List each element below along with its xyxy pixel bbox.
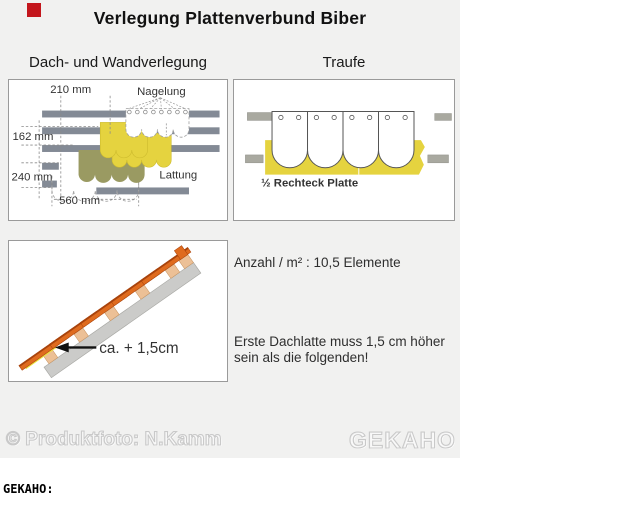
offset-arrow-icon <box>54 342 97 353</box>
diagram-canvas: Verlegung Plattenverbund Biber Dach- und… <box>0 0 460 458</box>
offset-label: ca. + 1,5cm <box>99 340 178 357</box>
quantity-note: Anzahl / m² : 10,5 Elemente <box>234 255 401 270</box>
brand-watermark: GEKAHO <box>348 426 456 453</box>
photo-credit-watermark: © Produktfoto: N.Kamm <box>5 428 222 450</box>
slope-diagram: ca. + 1,5cm <box>18 245 202 379</box>
first-batten-note-line1: Erste Dachlatte muss 1,5 cm höher <box>234 334 445 349</box>
white-tile <box>125 108 190 138</box>
roof-assembly <box>18 245 202 379</box>
nail-holes <box>127 109 188 115</box>
first-batten-note-line2: sein als die folgenden! <box>234 350 369 366</box>
nagelung-label: Nagelung <box>137 86 186 98</box>
half-plate-label: ½ Rechteck Platte <box>261 177 358 189</box>
image-caption: GEKAHO: Kunststoff Dachziegel fuer Garte… <box>3 459 436 510</box>
traufe-nail-holes <box>278 114 408 121</box>
dim-162-label: 162 mm <box>13 131 54 143</box>
section-heading-traufe: Traufe <box>322 54 366 71</box>
section-heading-roof-wall: Dach- und Wandverlegung <box>29 54 207 71</box>
nagelung-pointer-lines <box>128 97 186 109</box>
first-batten-note: Erste Dachlatte muss 1,5 cm höher sein a… <box>234 334 449 367</box>
slope-panel: ca. + 1,5cm <box>8 240 228 382</box>
traufe-panel: ½ Rechteck Platte <box>233 79 455 221</box>
dimension-lines <box>21 95 140 207</box>
dim-210-label: 210 mm <box>50 84 91 96</box>
caption-line-1: GEKAHO: <box>3 482 54 496</box>
dim-240-label: 240 mm <box>12 172 53 184</box>
page-title: Verlegung Plattenverbund Biber <box>93 8 367 28</box>
dim-560-label: 560 mm <box>59 195 100 207</box>
traufe-tiles <box>271 111 415 169</box>
roof-wall-diagram: 210 mm Nagelung 162 mm 240 mm 560 mm Lat… <box>12 84 220 207</box>
lattung-label: Lattung <box>159 170 197 182</box>
red-square-marker <box>27 3 41 17</box>
roof-wall-panel: 210 mm Nagelung 162 mm 240 mm 560 mm Lat… <box>8 79 228 221</box>
dashed-tile-outline <box>51 168 140 202</box>
tile-strips <box>18 245 192 371</box>
traufe-diagram: ½ Rechteck Platte <box>245 111 452 189</box>
rafter-beam <box>43 262 202 379</box>
